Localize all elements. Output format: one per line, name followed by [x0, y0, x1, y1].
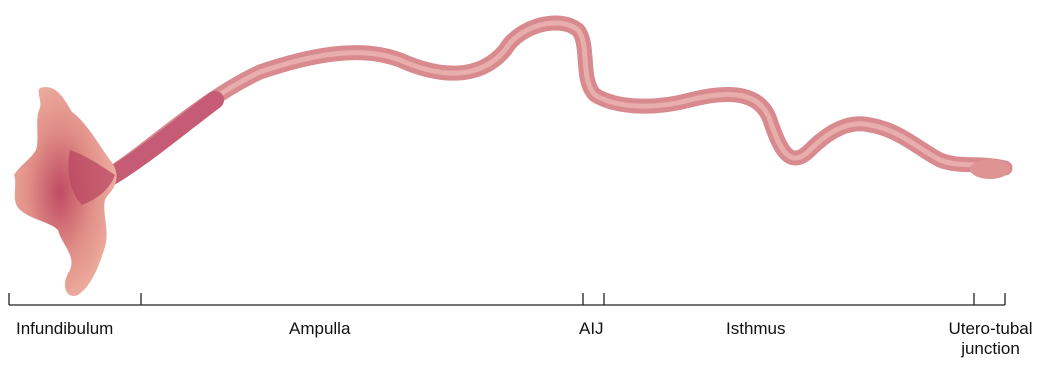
label-ampulla: Ampulla: [289, 319, 351, 338]
label-utj-line1: Utero-tubal: [948, 319, 1033, 338]
label-aij: AIJ: [579, 319, 604, 338]
infundibulum-tissue: [14, 87, 117, 296]
oviduct-tube: [97, 15, 1013, 186]
label-infundibulum: Infundibulum: [16, 319, 114, 338]
ampulla-dark-region: [96, 91, 224, 189]
label-utero-tubal-junction: Utero-tubal junction: [938, 319, 1043, 359]
utero-tubal-end: [970, 159, 1010, 179]
label-utj-line2: junction: [961, 339, 1020, 358]
infundibulum-dark-core: [68, 150, 115, 205]
segment-scale-bar: [8, 293, 1006, 306]
oviduct-tube-highlight: [102, 20, 1008, 181]
label-isthmus: Isthmus: [726, 319, 786, 338]
